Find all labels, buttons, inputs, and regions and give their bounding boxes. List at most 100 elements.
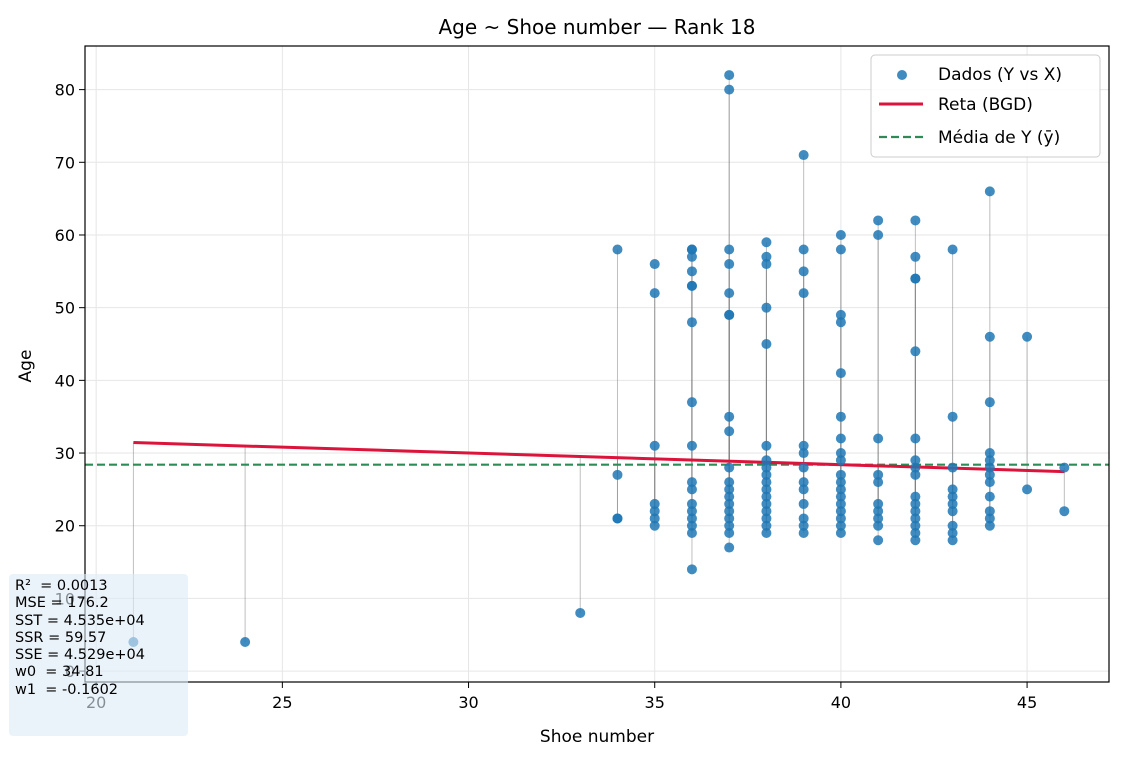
data-point xyxy=(724,70,734,80)
data-point xyxy=(724,245,734,255)
data-point xyxy=(873,535,883,545)
x-tick-label: 25 xyxy=(272,693,292,712)
data-point xyxy=(761,237,771,247)
data-point xyxy=(724,288,734,298)
data-point xyxy=(1022,332,1032,342)
data-point xyxy=(985,332,995,342)
data-point xyxy=(836,455,846,465)
data-point xyxy=(687,484,697,494)
x-tick-label: 35 xyxy=(645,693,665,712)
x-axis-label: Shoe number xyxy=(540,727,654,747)
data-point xyxy=(836,245,846,255)
data-point xyxy=(761,528,771,538)
data-point xyxy=(836,317,846,327)
data-point xyxy=(724,528,734,538)
data-point xyxy=(724,426,734,436)
data-point xyxy=(910,535,920,545)
data-point xyxy=(687,266,697,276)
stat-mse: MSE = 176.2 xyxy=(15,595,188,612)
data-point xyxy=(724,463,734,473)
data-point xyxy=(910,434,920,444)
data-point xyxy=(612,245,622,255)
data-point xyxy=(650,441,660,451)
y-tick-label: 20 xyxy=(55,517,75,536)
chart-title: Age ~ Shoe number — Rank 18 xyxy=(439,15,756,39)
y-tick-label: 80 xyxy=(55,81,75,100)
data-point xyxy=(761,303,771,313)
stat-sst: SST = 4.535e+04 xyxy=(15,613,188,630)
stats-box: R² = 0.0013 MSE = 176.2 SST = 4.535e+04 … xyxy=(9,574,188,736)
data-point xyxy=(240,637,250,647)
data-point xyxy=(910,274,920,284)
data-point xyxy=(985,492,995,502)
x-tick-label: 45 xyxy=(1017,693,1037,712)
x-tick-label: 30 xyxy=(458,693,478,712)
data-point xyxy=(836,230,846,240)
data-point xyxy=(985,477,995,487)
data-point xyxy=(910,215,920,225)
data-point xyxy=(724,543,734,553)
y-tick-label: 30 xyxy=(55,444,75,463)
data-point xyxy=(873,230,883,240)
data-point xyxy=(799,288,809,298)
data-point xyxy=(836,434,846,444)
y-tick-label: 60 xyxy=(55,226,75,245)
stat-r2: R² = 0.0013 xyxy=(15,578,188,595)
data-point xyxy=(948,245,958,255)
data-point xyxy=(910,346,920,356)
data-point xyxy=(724,310,734,320)
data-point xyxy=(761,339,771,349)
data-point xyxy=(799,150,809,160)
data-point xyxy=(873,477,883,487)
data-point xyxy=(612,513,622,523)
data-point xyxy=(724,412,734,422)
legend-marker-scatter xyxy=(897,70,907,80)
data-point xyxy=(1022,484,1032,494)
data-point xyxy=(948,412,958,422)
stat-sse: SSE = 4.529e+04 xyxy=(15,647,188,664)
data-point xyxy=(687,281,697,291)
data-point xyxy=(687,441,697,451)
data-point xyxy=(650,288,660,298)
data-point xyxy=(799,448,809,458)
data-point xyxy=(724,259,734,269)
data-point xyxy=(687,252,697,262)
data-point xyxy=(948,463,958,473)
data-point xyxy=(873,215,883,225)
legend-label-scatter: Dados (Y vs X) xyxy=(938,65,1062,85)
data-point xyxy=(985,186,995,196)
data-point xyxy=(948,506,958,516)
data-point xyxy=(836,412,846,422)
regression-line xyxy=(133,443,1064,472)
data-point xyxy=(910,252,920,262)
data-point xyxy=(687,317,697,327)
data-point xyxy=(799,484,809,494)
data-point xyxy=(799,499,809,509)
stat-w1: w1 = -0.1602 xyxy=(15,682,188,699)
legend-label-line: Reta (BGD) xyxy=(938,95,1033,115)
data-point xyxy=(873,434,883,444)
data-point xyxy=(687,528,697,538)
data-point xyxy=(575,608,585,618)
y-tick-label: 40 xyxy=(55,371,75,390)
stat-ssr: SSR = 59.57 xyxy=(15,630,188,647)
data-point xyxy=(910,470,920,480)
data-point xyxy=(761,259,771,269)
legend-label-dashed: Média de Y (ȳ) xyxy=(938,128,1060,148)
data-point xyxy=(724,85,734,95)
residual-lines xyxy=(133,75,1064,642)
data-point xyxy=(650,259,660,269)
data-point xyxy=(799,528,809,538)
data-point xyxy=(1059,506,1069,516)
data-point xyxy=(836,368,846,378)
data-point xyxy=(799,266,809,276)
data-point xyxy=(985,397,995,407)
data-point xyxy=(836,528,846,538)
data-point xyxy=(612,470,622,480)
data-point xyxy=(687,564,697,574)
data-point xyxy=(985,521,995,531)
data-point xyxy=(799,245,809,255)
stat-w0: w0 = 34.81 xyxy=(15,664,188,681)
x-tick-label: 40 xyxy=(831,693,851,712)
data-point xyxy=(873,521,883,531)
